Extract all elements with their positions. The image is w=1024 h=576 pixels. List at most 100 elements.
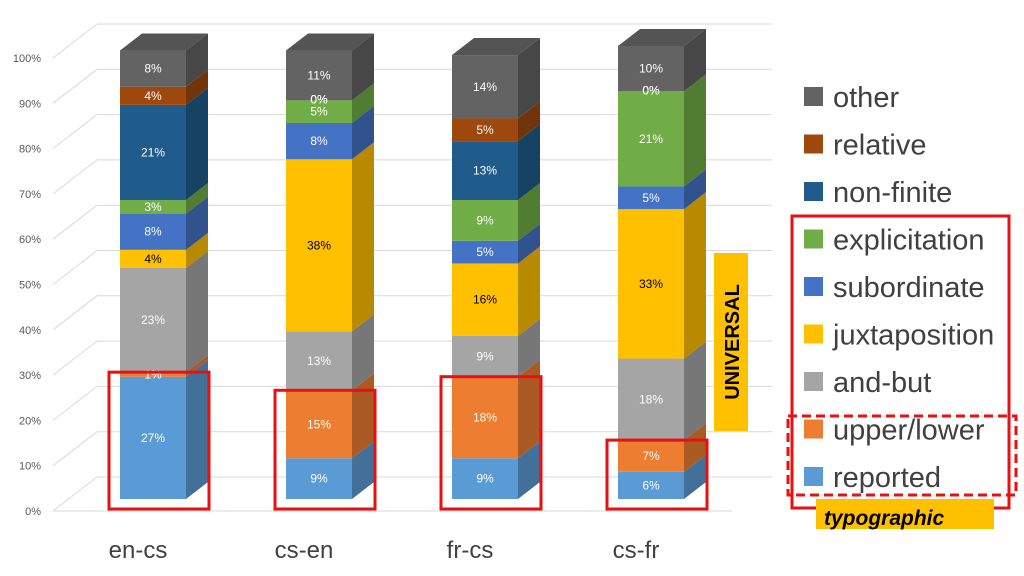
bar-top-face (618, 29, 706, 46)
bar-segment-upper/lower (120, 372, 186, 377)
bar-side-subordinate (352, 106, 374, 160)
annotations: UNIVERSAL typographic (714, 214, 1018, 530)
data-label-explicitation: 5% (310, 105, 328, 119)
bar-segment-juxtaposition (286, 159, 352, 332)
legend-label-other: other (833, 82, 899, 114)
data-label-relative: 0% (642, 83, 660, 97)
legend-label-and-but: and-but (833, 367, 931, 399)
data-label-upper/lower: 7% (642, 449, 660, 463)
universal-label: UNIVERSAL (722, 284, 744, 400)
bar-side-other (352, 33, 374, 101)
bar-segment-reported (286, 458, 352, 499)
data-label-reported: 6% (642, 478, 660, 492)
data-label-explicitation: 21% (639, 132, 663, 146)
bar-segment-explicitation (120, 200, 186, 214)
bar-segment-juxtaposition (452, 263, 518, 336)
bar-top-face (120, 33, 208, 51)
bar-side-non-finite (186, 87, 208, 201)
legend-swatch-upper/lower (804, 419, 823, 439)
data-label-upper/lower: 18% (473, 410, 497, 424)
data-label-upper/lower: 1% (144, 367, 162, 381)
bar-segment-and-but (452, 335, 518, 377)
bar-stack-fr-cs: 9% 18% 9% 16% 5% 9% 13% 5% 14% (452, 38, 540, 499)
bar-segment-reported (452, 458, 518, 499)
bar-segment-explicitation (618, 91, 684, 187)
bar-side-reported (684, 454, 706, 499)
highlight-box-cs-fr (605, 438, 709, 511)
legend-swatch-other (804, 87, 823, 106)
universal-highlight (714, 253, 748, 431)
legend-label-upper/lower: upper/lower (833, 415, 985, 447)
bar-segment-explicitation (452, 200, 518, 241)
bar-segment-juxtaposition (120, 249, 186, 268)
bar-side-explicitation (518, 183, 540, 241)
bar-side-and-but (684, 341, 706, 441)
bar-segment-relative (452, 118, 518, 142)
data-label-non-finite: 0% (642, 83, 660, 97)
data-label-non-finite: 21% (141, 145, 165, 159)
bar-segment-juxtaposition (618, 209, 684, 359)
gridline-diag (52, 386, 98, 421)
data-label-reported: 9% (310, 472, 328, 486)
bar-segment-upper/lower (618, 440, 684, 472)
bar-side-non-finite (518, 124, 540, 201)
gridline-diag (52, 431, 98, 467)
typographic-label: typographic (824, 507, 944, 530)
legend-swatch-juxtaposition (804, 324, 823, 344)
bar-side-reported (518, 441, 540, 499)
bar-side-reported (352, 441, 374, 499)
data-label-other: 14% (473, 80, 497, 94)
bar-segment-non-finite (452, 141, 518, 201)
bar-segment-reported (618, 471, 684, 499)
data-label-juxtaposition: 33% (639, 277, 663, 291)
bar-side-relative (186, 69, 208, 105)
legend-label-reported: reported (833, 462, 941, 494)
gridline-diag (52, 68, 98, 104)
bar-side-other (518, 38, 540, 119)
bar-side-juxtaposition (518, 246, 540, 336)
bar-side-subordinate (186, 196, 208, 250)
y-tick-label: 80% (19, 144, 41, 156)
legend-label-subordinate: subordinate (833, 272, 985, 304)
gridline-diag (52, 204, 98, 240)
typographic-dashed-box (786, 414, 1018, 497)
legend-label-explicitation: explicitation (833, 225, 985, 257)
bar-side-explicitation (186, 183, 208, 214)
bar-segment-subordinate (286, 123, 352, 160)
bar-segment-other (452, 55, 518, 119)
legend: other relative non-finite explicitation subo… (804, 82, 994, 494)
y-axis-ticks: 0% 10% 20% 30% 40% 50% 60% 70% 80% 90% 100% (13, 53, 41, 518)
typographic-highlight (816, 499, 994, 529)
y-tick-label: 100% (13, 53, 41, 65)
data-label-and-but: 13% (307, 354, 331, 368)
bar-top-face (452, 38, 540, 56)
bar-segment-and-but (286, 331, 352, 391)
bar-segment-and-but (120, 267, 186, 373)
bars: 27%1%23%4%8%3%21%4%8%9%15%13%38%8%5%0%0%… (120, 29, 706, 499)
bar-side-juxtaposition (684, 192, 706, 359)
data-label-upper/lower: 15% (307, 417, 331, 431)
data-label-other: 10% (639, 62, 663, 76)
y-tick-label: 20% (19, 415, 41, 427)
bar-side-other (684, 29, 706, 92)
bar-segment-subordinate (452, 240, 518, 264)
bar-segment-upper/lower (286, 390, 352, 459)
bar-segment-explicitation (286, 100, 352, 124)
x-tick-label: fr-cs (447, 537, 494, 564)
highlight-box-cs-en (273, 388, 377, 511)
y-tick-label: 70% (19, 189, 41, 201)
bar-segment-reported (120, 376, 186, 499)
legend-swatch-and-but (804, 372, 823, 391)
y-tick-label: 90% (19, 98, 41, 110)
bar-segment-subordinate (618, 186, 684, 210)
y-tick-label: 10% (19, 461, 41, 473)
legend-swatch-non-finite (804, 182, 823, 201)
bar-stack-cs-en: 9%15%13%38%8%5%0%0%11% (286, 33, 374, 499)
bar-side-other (186, 33, 208, 87)
gridline-diag (52, 114, 98, 149)
gridline-diag (52, 340, 98, 376)
data-label-explicitation: 3% (144, 200, 162, 214)
data-label-other: 8% (144, 62, 162, 76)
bar-side-explicitation (352, 83, 374, 124)
